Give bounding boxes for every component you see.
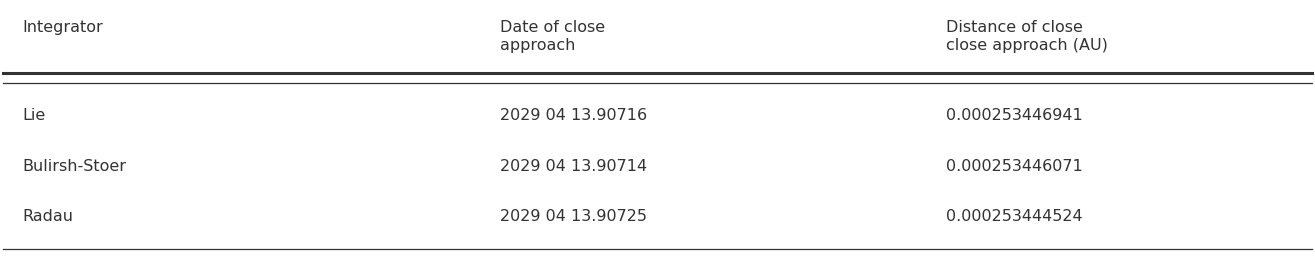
Text: Lie: Lie xyxy=(22,108,46,123)
Text: 2029 04 13.90725: 2029 04 13.90725 xyxy=(501,209,647,224)
Text: Radau: Radau xyxy=(22,209,74,224)
Text: 0.000253446071: 0.000253446071 xyxy=(945,159,1082,174)
Text: 2029 04 13.90716: 2029 04 13.90716 xyxy=(501,108,647,123)
Text: 0.000253446941: 0.000253446941 xyxy=(945,108,1082,123)
Text: Integrator: Integrator xyxy=(22,20,103,35)
Text: Date of close
approach: Date of close approach xyxy=(501,20,605,53)
Text: 0.000253444524: 0.000253444524 xyxy=(945,209,1082,224)
Text: Bulirsh-Stoer: Bulirsh-Stoer xyxy=(22,159,126,174)
Text: Distance of close
close approach (AU): Distance of close close approach (AU) xyxy=(945,20,1107,53)
Text: 2029 04 13.90714: 2029 04 13.90714 xyxy=(501,159,647,174)
